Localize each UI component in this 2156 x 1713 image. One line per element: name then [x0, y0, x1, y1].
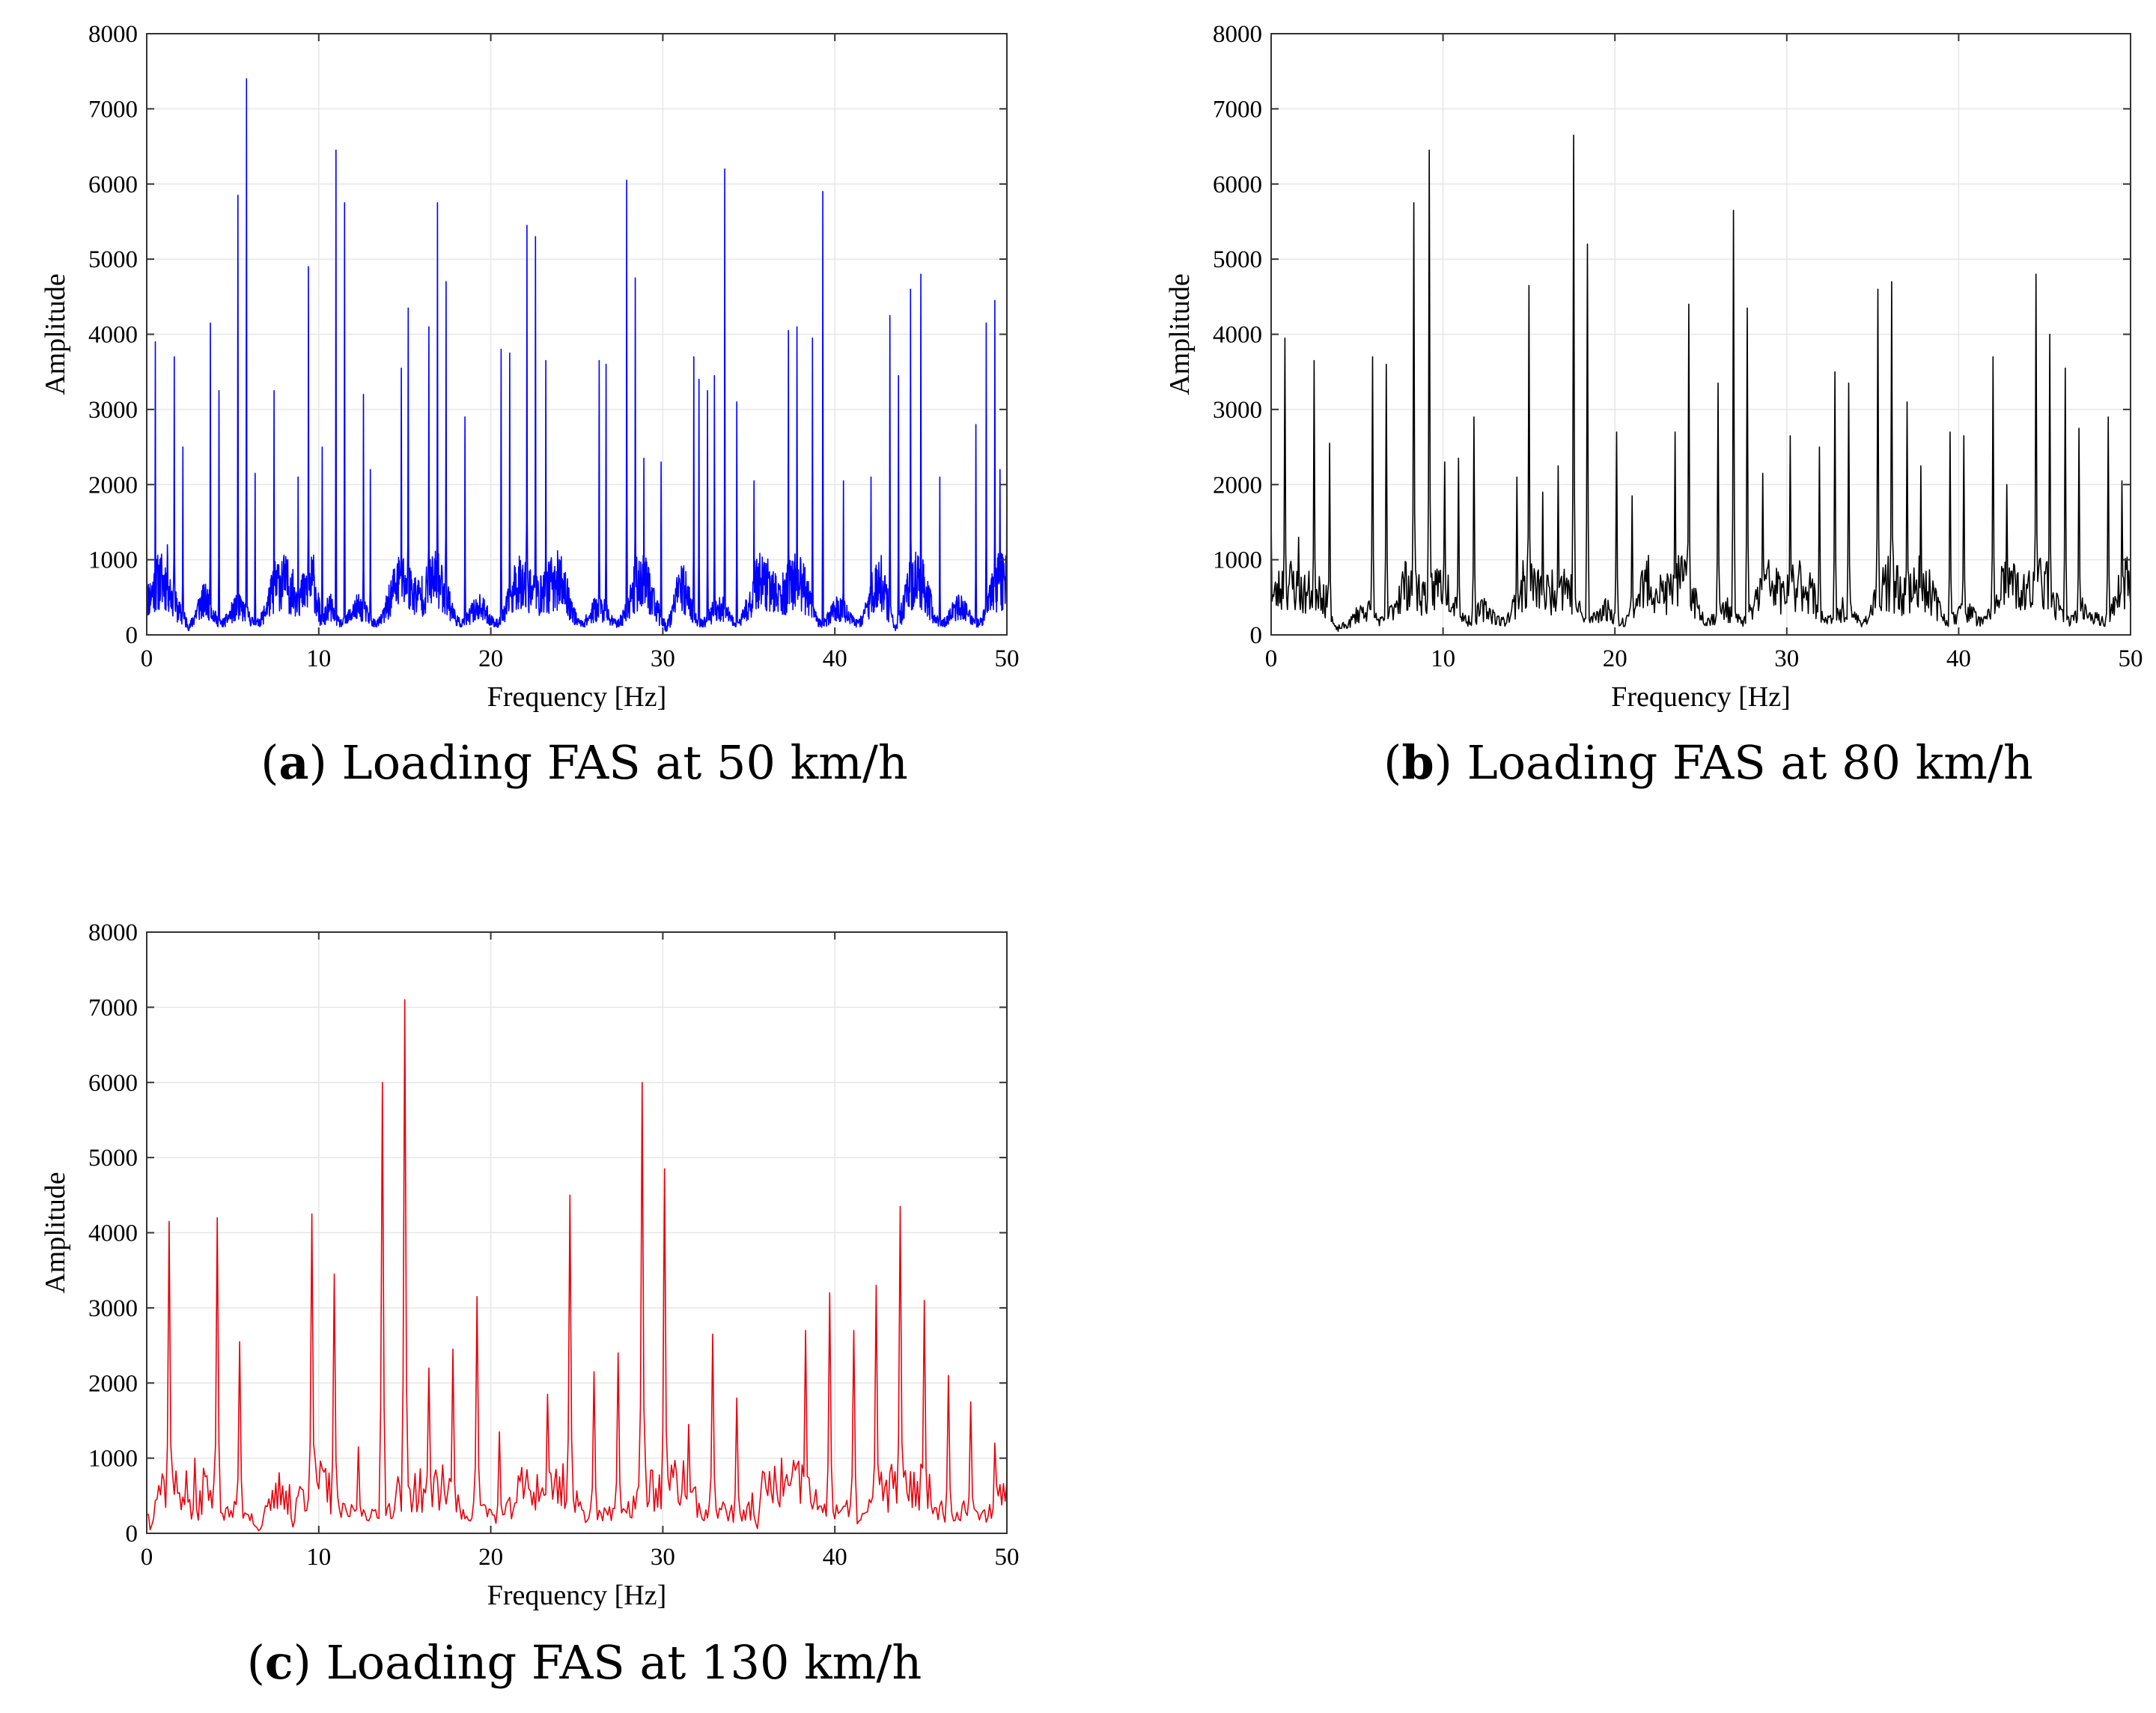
- y-tick-label: 8000: [1213, 21, 1262, 48]
- caption-paren-close: ): [309, 735, 342, 790]
- x-tick-label: 30: [651, 645, 675, 672]
- spectrum-series-line: [146, 78, 1008, 633]
- y-tick-label: 3000: [88, 1295, 138, 1322]
- caption-tag: b: [1401, 735, 1434, 790]
- x-tick-label: 0: [1265, 645, 1278, 672]
- x-tick-label: 40: [823, 645, 847, 672]
- x-tick-label: 0: [141, 645, 153, 672]
- caption-paren-close: ): [1434, 735, 1467, 790]
- spectrum-series-line: [146, 999, 1008, 1532]
- chart-panel-a: 0 10 20 30 40 50 0 1000 2000 3000 4000 5000 6000 7000…: [40, 21, 1020, 790]
- y-tick-label: 1000: [1213, 547, 1262, 574]
- caption-paren-open: (: [247, 1635, 265, 1690]
- x-tick-label: 0: [141, 1544, 153, 1571]
- y-tick-label: 5000: [1213, 246, 1262, 273]
- y-tick-label: 6000: [88, 171, 138, 198]
- caption-paren-open: (: [261, 735, 278, 790]
- caption-tag: a: [278, 735, 308, 790]
- caption-paren-open: (: [1383, 735, 1401, 790]
- y-tick-label: 2000: [1213, 472, 1262, 499]
- y-tick-label: 0: [126, 1521, 138, 1548]
- x-tick-label: 10: [306, 645, 331, 672]
- x-tick-label: 50: [995, 1544, 1020, 1571]
- x-tick-label: 20: [478, 1544, 503, 1571]
- y-axis-label: Amplitude: [1164, 273, 1196, 395]
- y-tick-label: 6000: [1213, 171, 1262, 198]
- y-tick-label: 8000: [88, 919, 138, 946]
- spectrum-series-line: [1270, 134, 2131, 632]
- y-tick-label: 7000: [88, 994, 138, 1021]
- y-tick-label: 3000: [88, 397, 138, 424]
- caption-text: Loading FAS at 80 km/h: [1467, 735, 2033, 790]
- y-tick-label: 2000: [88, 1370, 138, 1397]
- x-axis-label: Frequency [Hz]: [1611, 681, 1791, 713]
- y-tick-label: 0: [126, 622, 138, 649]
- x-axis-label: Frequency [Hz]: [487, 1580, 667, 1611]
- x-tick-label: 10: [1431, 645, 1455, 672]
- x-tick-label: 10: [306, 1544, 331, 1571]
- y-tick-label: 5000: [88, 246, 138, 273]
- x-tick-label: 30: [651, 1544, 675, 1571]
- y-tick-label: 7000: [1213, 96, 1262, 123]
- x-tick-label: 20: [478, 645, 503, 672]
- caption-text: Loading FAS at 50 km/h: [342, 735, 908, 790]
- y-tick-label: 1000: [88, 1446, 138, 1473]
- panel-caption: (b) Loading FAS at 80 km/h: [1383, 735, 2033, 790]
- caption-paren-close: ): [293, 1635, 326, 1690]
- y-tick-label: 1000: [88, 547, 138, 574]
- y-tick-label: 4000: [88, 322, 138, 349]
- panel-caption: (c) Loading FAS at 130 km/h: [247, 1635, 922, 1690]
- x-tick-label: 40: [823, 1544, 847, 1571]
- x-tick-label: 50: [2119, 645, 2143, 672]
- y-tick-label: 2000: [88, 472, 138, 499]
- y-tick-label: 4000: [1213, 322, 1262, 349]
- x-tick-label: 20: [1603, 645, 1627, 672]
- y-tick-label: 5000: [88, 1145, 138, 1172]
- x-tick-label: 40: [1946, 645, 1971, 672]
- x-tick-label: 50: [995, 645, 1020, 672]
- caption-text: Loading FAS at 130 km/h: [326, 1635, 922, 1690]
- y-tick-label: 8000: [88, 21, 138, 48]
- y-tick-label: 4000: [88, 1220, 138, 1247]
- chart-panel-c: 0 10 20 30 40 50 0 1000 2000 3000 4000 5000 6000 7000…: [40, 919, 1020, 1690]
- x-tick-label: 30: [1774, 645, 1799, 672]
- x-axis-label: Frequency [Hz]: [487, 681, 667, 713]
- caption-tag: c: [265, 1635, 293, 1690]
- y-axis-label: Amplitude: [40, 273, 71, 395]
- y-tick-label: 7000: [88, 96, 138, 123]
- y-tick-label: 3000: [1213, 397, 1262, 424]
- y-tick-label: 0: [1250, 622, 1263, 649]
- y-axis-label: Amplitude: [40, 1172, 71, 1294]
- y-tick-label: 6000: [88, 1070, 138, 1097]
- chart-panel-b: 0 10 20 30 40 50 0 1000 2000 3000 4000 5000 6000 7000…: [1164, 21, 2143, 790]
- panel-caption: (a) Loading FAS at 50 km/h: [261, 735, 908, 790]
